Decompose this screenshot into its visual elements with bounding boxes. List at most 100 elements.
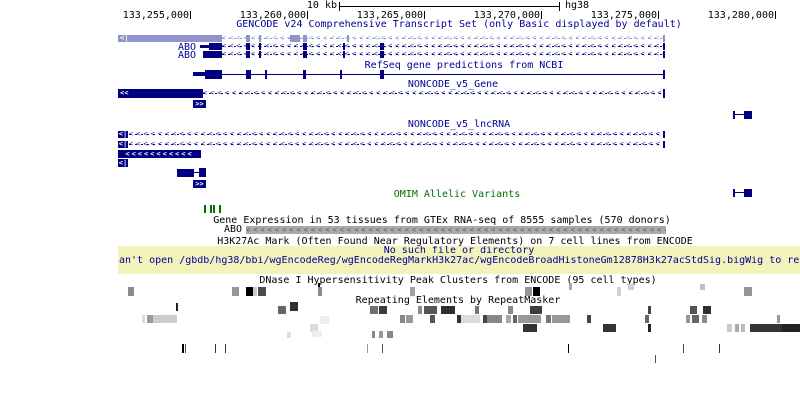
abo-intron[interactable]: <<<<<<<<<<<<<<<<<<<<<<<<<<<<<<<<<<<<<<<<… — [222, 51, 664, 58]
repeat-element[interactable] — [487, 315, 502, 323]
dnase-peak[interactable] — [744, 287, 752, 296]
noncode-gene-title[interactable]: NONCODE_v5_Gene — [407, 79, 499, 90]
repeat-element[interactable] — [703, 306, 711, 314]
exon-tick[interactable] — [265, 70, 267, 79]
dnase-peak[interactable] — [700, 284, 705, 290]
repeat-element[interactable] — [552, 315, 570, 323]
abo-utr[interactable] — [200, 45, 210, 48]
repeat-element[interactable] — [379, 306, 387, 314]
transcript-end[interactable] — [663, 89, 665, 98]
repeat-element[interactable] — [320, 316, 329, 324]
transcript-end[interactable] — [663, 43, 665, 50]
repeat-element[interactable] — [648, 324, 651, 332]
repeat-element[interactable] — [735, 324, 739, 332]
transcript-end[interactable] — [663, 141, 665, 148]
dnase-peak[interactable] — [410, 287, 415, 296]
dnase-peak[interactable] — [569, 283, 572, 290]
repeat-element[interactable] — [372, 331, 375, 338]
repeat-element[interactable] — [686, 315, 690, 323]
refseq-title[interactable]: RefSeq gene predictions from NCBI — [364, 60, 564, 71]
exon-tick[interactable] — [380, 70, 384, 79]
exon-tick[interactable] — [246, 70, 251, 79]
exon-tick[interactable] — [246, 51, 250, 58]
lncrna-item-exon[interactable] — [744, 189, 752, 197]
lncrna-intron[interactable]: <<<<<<<<<<<<<<<<<<<<<<<<<<<<<<<<<<<<<<<<… — [129, 141, 664, 148]
lncrna-start[interactable]: <| — [118, 141, 128, 148]
dnase-peak[interactable] — [232, 287, 239, 296]
exon-tick[interactable] — [259, 51, 261, 58]
exon-tick[interactable] — [343, 51, 345, 58]
repeat-element[interactable] — [727, 324, 732, 332]
refseq-exon[interactable] — [205, 70, 222, 79]
omim-variant-tick[interactable] — [213, 205, 215, 213]
repeat-element[interactable] — [215, 344, 216, 353]
exon-tick[interactable] — [259, 35, 261, 42]
lncrna-item-end[interactable] — [733, 189, 735, 197]
abo-intron[interactable]: <<<<<<<<<<<<<<<<<<<<<<<<<<<<<<<<<<<<<<<<… — [222, 43, 664, 50]
repeat-element[interactable] — [508, 306, 513, 314]
repeat-element[interactable] — [782, 324, 800, 332]
omim-title[interactable]: OMIM Allelic Variants — [393, 189, 521, 200]
omim-variant-tick[interactable] — [219, 205, 221, 213]
refseq-utr[interactable] — [193, 72, 206, 76]
repeat-element[interactable] — [719, 344, 720, 353]
noncode-gene-exon[interactable]: << — [118, 89, 203, 98]
h3k27ac-title[interactable]: H3K27Ac Mark (Often Found Near Regulator… — [217, 236, 693, 247]
repeat-element[interactable] — [645, 315, 649, 323]
exon-tick[interactable] — [246, 35, 250, 42]
noncode-gene-intron[interactable]: <<<<<<<<<<<<<<<<<<<<<<<<<<<<<<<<<<<<<<<<… — [203, 90, 664, 97]
repeat-element[interactable] — [523, 324, 537, 332]
repeat-element[interactable] — [461, 315, 480, 323]
exon-tick[interactable] — [259, 43, 261, 50]
dnase-peak[interactable] — [628, 284, 634, 290]
repeat-element[interactable] — [176, 303, 178, 311]
dnase-peak[interactable] — [318, 287, 322, 296]
lncrna-exon[interactable] — [177, 169, 194, 177]
exon-tick[interactable] — [246, 43, 250, 50]
dnase-peak[interactable] — [253, 287, 257, 296]
lncrna-item-exon[interactable] — [744, 111, 752, 119]
gencode-intron-light[interactable]: <<<<<<<<<<<<<<<<<<<<<<<<<<<<<<<<<<<<<<<<… — [222, 35, 664, 42]
repeat-element[interactable] — [683, 344, 684, 353]
gtex-title[interactable]: Gene Expression in 53 tissues from GTEx … — [213, 215, 671, 226]
repeat-element[interactable] — [655, 355, 656, 363]
repeat-element[interactable] — [278, 306, 286, 314]
exon-tick[interactable] — [303, 35, 307, 42]
repeat-element[interactable] — [741, 324, 745, 332]
repeat-element[interactable] — [603, 324, 616, 332]
repeat-element[interactable] — [750, 324, 782, 332]
repeat-element[interactable] — [370, 306, 378, 314]
repeat-element[interactable] — [185, 344, 186, 353]
refseq-intron[interactable] — [222, 74, 664, 75]
transcript-end[interactable] — [663, 35, 665, 42]
dnase-peak[interactable] — [128, 287, 134, 296]
repeat-element[interactable] — [287, 332, 291, 338]
dnase-peak[interactable] — [525, 287, 532, 296]
repeat-element[interactable] — [424, 306, 437, 314]
repeat-element[interactable] — [506, 315, 511, 323]
repeat-element[interactable] — [475, 306, 479, 314]
repeat-element[interactable] — [182, 344, 184, 353]
dnase-peak[interactable] — [533, 287, 540, 296]
exon-tick[interactable] — [380, 43, 384, 50]
abo-exon[interactable] — [203, 51, 222, 58]
lncrna-start[interactable]: <| — [118, 159, 128, 167]
repeat-element[interactable] — [483, 315, 487, 323]
repeat-element[interactable] — [382, 344, 383, 353]
repeat-element[interactable] — [518, 315, 541, 323]
lncrna-item[interactable]: >> — [193, 180, 206, 188]
exon-tick[interactable] — [303, 43, 307, 50]
lncrna-intron[interactable]: <<<<<<<<<<<<<<<<<<<<<<<<<<<<<<<<<<<<<<<<… — [129, 131, 664, 138]
repeat-element[interactable] — [379, 331, 383, 338]
repeat-element[interactable] — [530, 306, 542, 314]
gencode-title[interactable]: GENCODE v24 Comprehensive Transcript Set… — [236, 19, 682, 30]
transcript-end[interactable] — [663, 51, 665, 58]
exon-tick[interactable] — [303, 70, 306, 79]
repeat-element[interactable] — [587, 315, 591, 323]
dnase-title[interactable]: DNase I Hypersensitivity Peak Clusters f… — [259, 275, 657, 286]
repeat-element[interactable] — [457, 315, 461, 323]
noncode-lncrna-title[interactable]: NONCODE_v5_lncRNA — [407, 119, 511, 130]
gtex-gene-bar[interactable]: <<<<<<<<<<<<<<<<<<<<<<<<<<<<<<<<<<<<<<<<… — [246, 226, 666, 234]
gencode-transcript-light[interactable]: <| — [118, 35, 222, 42]
